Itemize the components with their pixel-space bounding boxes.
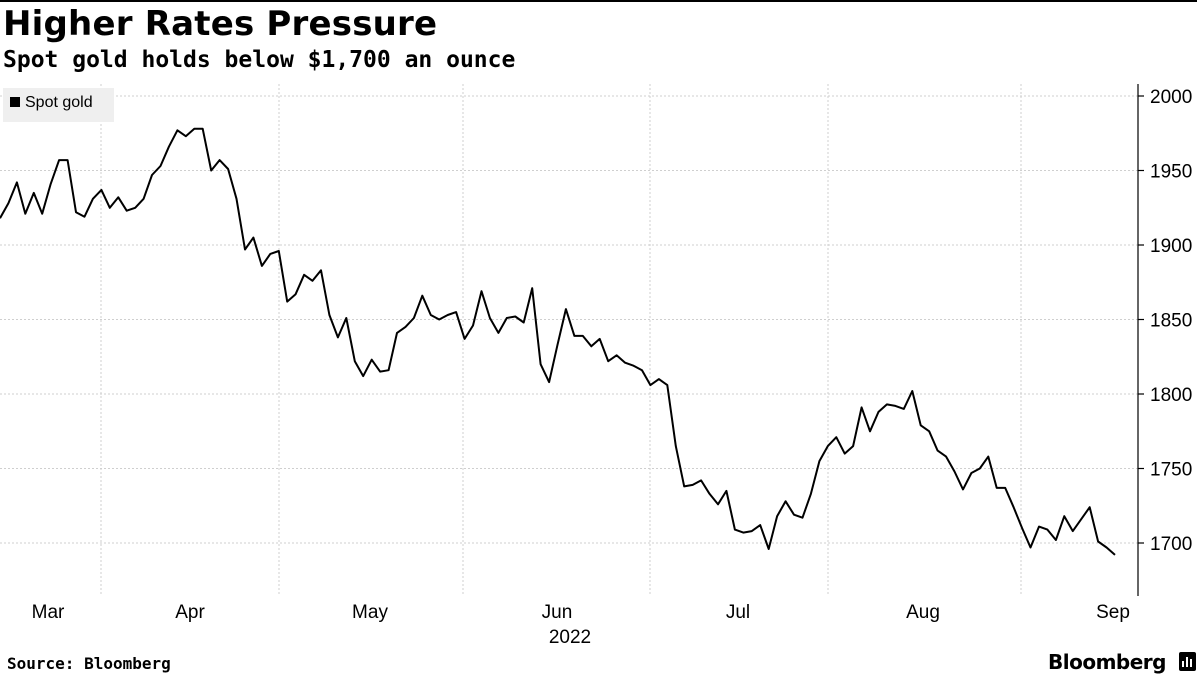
legend-label-spot-gold: Spot gold <box>25 94 93 111</box>
x-tick-label: Mar <box>32 602 65 623</box>
series-layer <box>0 127 1116 556</box>
chart-subtitle: Spot gold holds below $1,700 an ounce <box>3 47 516 73</box>
bloomberg-terminal-icon <box>1179 652 1196 671</box>
x-tick-label: Jun <box>542 602 573 623</box>
y-tick-label: 1700 <box>1150 534 1192 555</box>
chart-title: Higher Rates Pressure <box>3 4 438 44</box>
y-tick-label: 2000 <box>1150 87 1192 108</box>
gridlines <box>0 84 1138 596</box>
top-rule <box>0 0 1197 2</box>
brand-logo-text: Bloomberg <box>1048 650 1166 674</box>
source-note: Source: Bloomberg <box>7 654 171 673</box>
y-tick-label: 1850 <box>1150 311 1192 332</box>
x-tick-label: Jul <box>726 602 750 623</box>
y-tick-label: 1750 <box>1150 460 1192 481</box>
legend <box>3 88 114 122</box>
x-tick-label: May <box>352 602 388 623</box>
x-tick-label: Aug <box>906 602 940 623</box>
y-tick-label: 1900 <box>1150 236 1192 257</box>
x-tick-label: Apr <box>175 602 205 623</box>
x-year-label: 2022 <box>549 627 591 648</box>
x-axis: Mar Apr May Jun Jul Aug Sep 2022 <box>32 602 1130 648</box>
y-axis: 1700 1750 1800 1850 1900 1950 2000 <box>1137 84 1192 596</box>
x-tick-label: Sep <box>1096 602 1130 623</box>
y-tick-label: 1800 <box>1150 385 1192 406</box>
series-line-spot-gold <box>0 127 1116 556</box>
legend-swatch <box>10 97 20 107</box>
y-tick-label: 1950 <box>1150 162 1192 183</box>
